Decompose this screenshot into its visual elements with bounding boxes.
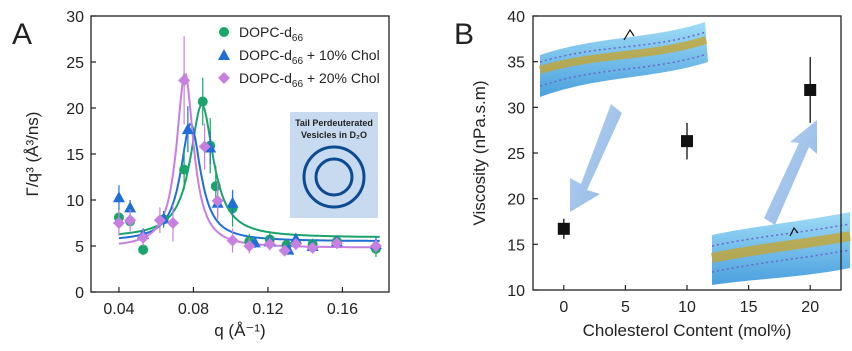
- panel-b-x-tick-label: 0: [559, 299, 568, 316]
- panel-a-y-axis-label: Γ/q³ (Å³/ns): [23, 112, 42, 197]
- membrane-top-headgroups-lower: [539, 53, 708, 87]
- data-point-series-3: [289, 238, 302, 251]
- inset-text-line2: Vesicles in D₂O: [301, 130, 367, 140]
- data-point-series-3: [198, 140, 211, 153]
- arrow-up-right: [764, 120, 817, 225]
- data-point-series-3: [211, 194, 224, 207]
- panel-a-x-ticks: 0.04 0.08 0.12 0.16: [103, 287, 358, 318]
- data-point-series-1: [210, 181, 221, 192]
- membrane-top-wiggle-icon: [623, 28, 635, 41]
- legend-label-series-3: DOPC-d66 + 20% Chol: [239, 70, 380, 90]
- legend-marker-series-1: [219, 27, 229, 37]
- panel-b-x-axis-label: Cholesterol Content (mol%): [583, 321, 792, 340]
- data-point-series-3: [166, 217, 179, 229]
- panel-a-x-tick-label: 0.12: [252, 301, 283, 318]
- panel-b-x-tick-label: 15: [740, 299, 758, 316]
- data-point-series-2: [112, 191, 125, 203]
- data-point-series-2: [289, 232, 302, 244]
- legend-label-series-1: DOPC-d66: [239, 24, 303, 44]
- viscosity-data-point: [681, 135, 693, 148]
- membrane-illustration-bottom: [710, 212, 851, 285]
- legend-marker-series-2: [218, 49, 230, 60]
- panel-a-points: [112, 36, 382, 258]
- data-point-series-3: [278, 244, 291, 257]
- inset-background: [290, 112, 378, 218]
- panel-a-legend: DOPC-d66 DOPC-d66 + 10% Chol DOPC-d66 + 20…: [218, 24, 380, 90]
- inset-text-line1: Tail Perdeuterated: [295, 118, 373, 128]
- panel-b-x-ticks: 0 5 10 15 20: [559, 285, 819, 316]
- panel-a-x-tick-label: 0.04: [103, 301, 134, 318]
- data-point-series-2: [124, 201, 137, 213]
- panel-a-y-tick-label: 20: [66, 101, 84, 118]
- data-point-series-3: [226, 234, 239, 247]
- panel-a-y-tick-label: 10: [66, 193, 84, 210]
- panel-b-y-tick-label: 25: [507, 146, 525, 163]
- membrane-bottom-wiggle-icon: [789, 226, 799, 237]
- panel-a-x-tick-label: 0.08: [178, 301, 209, 318]
- panel-a-y-tick-label: 15: [66, 147, 84, 164]
- panel-a-x-axis-label: q (Å⁻¹): [214, 321, 265, 340]
- panel-label-a: A: [12, 18, 32, 51]
- panel-b-points: [557, 57, 817, 239]
- panel-b-y-tick-label: 40: [507, 9, 525, 26]
- data-point-series-2: [226, 196, 239, 208]
- membrane-bottom-lipids: [710, 231, 851, 263]
- panel-b-y-ticks: 10 15 20 25 30 35 40: [507, 9, 538, 300]
- viscosity-data-point: [557, 222, 570, 235]
- data-point-series-3: [112, 217, 125, 229]
- data-point-series-3: [369, 240, 382, 252]
- data-point-series-3: [243, 240, 256, 252]
- panel-b-x-tick-label: 5: [621, 299, 630, 316]
- panel-a-chart: 0.04 0.08 0.12 0.16 0 5 10 15 20 25 30 q (Å⁻¹) Γ/…: [23, 9, 390, 340]
- panel-b-y-tick-label: 30: [507, 100, 525, 117]
- panel-a-y-tick-label: 5: [75, 239, 84, 256]
- data-point-series-3: [306, 241, 319, 254]
- membrane-bottom-headgroups-upper: [711, 223, 851, 247]
- panel-a-y-tick-label: 25: [66, 55, 84, 72]
- viscosity-data-point: [804, 83, 817, 96]
- panel-b-y-tick-label: 10: [507, 283, 525, 300]
- data-point-series-3: [153, 214, 166, 227]
- membrane-top-lipids: [538, 36, 708, 74]
- membrane-illustration-top: [538, 22, 708, 97]
- membrane-bottom-headgroups-lower: [711, 249, 851, 273]
- panel-b-y-tick-label: 35: [507, 55, 525, 72]
- vesicle-inner-ring: [314, 157, 354, 197]
- panel-a-x-tick-label: 0.16: [327, 301, 358, 318]
- data-point-series-3: [124, 214, 137, 227]
- panel-b-y-tick-label: 20: [507, 192, 525, 209]
- vesicle-inset: Tail Perdeuterated Vesicles in D₂O: [290, 112, 378, 218]
- panel-b-x-tick-label: 20: [801, 299, 819, 316]
- arrow-down-left: [570, 104, 622, 212]
- legend-marker-series-3: [218, 72, 230, 84]
- data-point-series-1: [138, 244, 149, 255]
- data-point-series-1: [197, 96, 208, 107]
- panel-a-y-ticks: 0 5 10 15 20 25 30: [66, 9, 96, 302]
- panel-label-b: B: [454, 18, 474, 51]
- membrane-top-headgroups-upper: [539, 31, 707, 63]
- data-point-series-2: [181, 123, 194, 135]
- data-point-series-3: [137, 231, 150, 244]
- panel-b-y-axis-label: Viscosity (nPa.s.m): [470, 80, 489, 225]
- panel-a-y-tick-label: 0: [75, 285, 84, 302]
- panel-b-chart: 0 5 10 15 20 10 15 20 25 30 35 40 Cholesterol Cont…: [470, 9, 851, 340]
- panel-b-y-tick-label: 15: [507, 237, 525, 254]
- data-point-series-1: [179, 164, 190, 175]
- membrane-top-body: [540, 22, 708, 97]
- vesicle-outer-ring: [302, 145, 366, 209]
- panel-a-y-tick-label: 30: [66, 9, 84, 26]
- data-point-series-3: [178, 74, 191, 87]
- data-point-series-3: [263, 238, 276, 251]
- panel-b-x-tick-label: 10: [678, 299, 696, 316]
- legend-label-series-2: DOPC-d66 + 10% Chol: [239, 47, 380, 67]
- data-point-series-3: [330, 237, 343, 250]
